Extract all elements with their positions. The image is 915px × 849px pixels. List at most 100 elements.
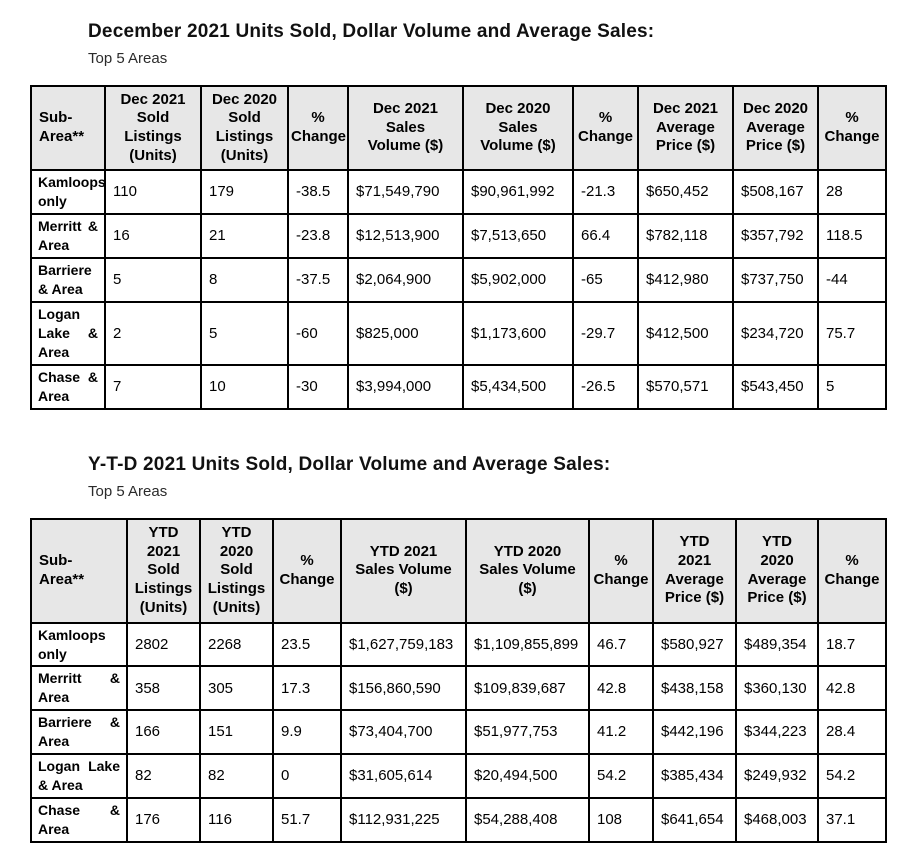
column-header-ytd2020-sold: YTD 2020 Sold Listings (Units) <box>199 517 274 624</box>
table-cell: $641,654 <box>652 796 737 843</box>
table-cell: -44 <box>817 257 887 303</box>
table-cell: 82 <box>126 753 201 799</box>
area-cell: Chase & Area <box>30 796 128 843</box>
table-cell: $489,354 <box>735 621 819 668</box>
table-cell: $1,109,855,899 <box>465 621 590 668</box>
table-cell: -30 <box>287 363 349 410</box>
area-cell: Kamloops only <box>30 169 106 215</box>
table-cell: $357,792 <box>732 213 819 259</box>
column-header-sub-area: Sub- Area** <box>30 85 106 171</box>
table-cell: 108 <box>588 796 654 843</box>
table-cell: 10 <box>200 363 289 410</box>
table-row-barriere: Barriere & Area 5 8 -37.5 $2,064,900 $5,… <box>30 257 887 303</box>
table-cell: 358 <box>126 665 201 712</box>
december-table: Sub- Area** Dec 2021 Sold Listings (Unit… <box>30 85 887 410</box>
column-header-pct-change-volume: % Change <box>588 517 654 624</box>
table-cell: -23.8 <box>287 213 349 259</box>
table-cell: 28.4 <box>817 709 887 756</box>
area-cell: Barriere & Area <box>30 709 128 756</box>
table-row-logan-lake: Logan Lake & Area 82 82 0 $31,605,614 $2… <box>30 753 887 799</box>
table-cell: $5,902,000 <box>462 257 574 303</box>
table-cell: 16 <box>104 213 202 259</box>
table-cell: $73,404,700 <box>340 709 467 756</box>
table-cell: 166 <box>126 709 201 756</box>
table-cell: $5,434,500 <box>462 363 574 410</box>
column-header-dec2021-volume: Dec 2021 Sales Volume ($) <box>347 85 464 171</box>
table-cell: 5 <box>200 301 289 366</box>
table-cell: 176 <box>126 796 201 843</box>
table-cell: 54.2 <box>817 753 887 799</box>
header-row: Sub- Area** YTD 2021 Sold Listings (Unit… <box>30 517 887 624</box>
table-row-kamloops: Kamloops only 2802 2268 23.5 $1,627,759,… <box>30 621 887 668</box>
column-header-pct-change-price: % Change <box>817 517 887 624</box>
table-cell: $54,288,408 <box>465 796 590 843</box>
table-cell: $468,003 <box>735 796 819 843</box>
ytd-table: Sub- Area** YTD 2021 Sold Listings (Unit… <box>30 517 887 843</box>
table-cell: $438,158 <box>652 665 737 712</box>
column-header-dec2020-volume: Dec 2020 Sales Volume ($) <box>462 85 574 171</box>
table-row-barriere: Barriere & Area 166 151 9.9 $73,404,700 … <box>30 709 887 756</box>
area-cell: Chase & Area <box>30 363 106 410</box>
column-header-pct-change-volume: % Change <box>572 85 639 171</box>
column-header-dec2020-sold: Dec 2020 Sold Listings (Units) <box>200 85 289 171</box>
table-cell: $3,994,000 <box>347 363 464 410</box>
table-cell: 118.5 <box>817 213 887 259</box>
column-header-dec2021-avg-price: Dec 2021 Average Price ($) <box>637 85 734 171</box>
table-cell: 17.3 <box>272 665 342 712</box>
column-header-dec2021-sold: Dec 2021 Sold Listings (Units) <box>104 85 202 171</box>
table-row-merritt: Merritt & Area 16 21 -23.8 $12,513,900 $… <box>30 213 887 259</box>
table-cell: 51.7 <box>272 796 342 843</box>
area-cell: Logan Lake & Area <box>30 753 128 799</box>
column-header-ytd2021-avg-price: YTD 2021 Average Price ($) <box>652 517 737 624</box>
table-cell: -21.3 <box>572 169 639 215</box>
table-cell: 116 <box>199 796 274 843</box>
area-cell: Kamloops only <box>30 621 128 668</box>
december-subtitle: Top 5 Areas <box>88 50 168 67</box>
table-cell: $580,927 <box>652 621 737 668</box>
table-cell: 66.4 <box>572 213 639 259</box>
table-cell: -65 <box>572 257 639 303</box>
table-cell: $156,860,590 <box>340 665 467 712</box>
table-cell: $234,720 <box>732 301 819 366</box>
table-cell: 42.8 <box>817 665 887 712</box>
table-cell: $20,494,500 <box>465 753 590 799</box>
table-cell: 151 <box>199 709 274 756</box>
table-cell: 179 <box>200 169 289 215</box>
table-cell: $71,549,790 <box>347 169 464 215</box>
ytd-section: Y-T-D 2021 Units Sold, Dollar Volume and… <box>0 454 915 843</box>
december-title: December 2021 Units Sold, Dollar Volume … <box>88 21 655 42</box>
table-cell: 305 <box>199 665 274 712</box>
table-cell: $1,627,759,183 <box>340 621 467 668</box>
ytd-subtitle: Top 5 Areas <box>88 482 168 500</box>
column-header-ytd2020-volume: YTD 2020 Sales Volume ($) <box>465 517 590 624</box>
table-cell: 21 <box>200 213 289 259</box>
column-header-pct-change-units: % Change <box>287 85 349 171</box>
table-cell: -38.5 <box>287 169 349 215</box>
table-cell: $344,223 <box>735 709 819 756</box>
table-row-chase: Chase & Area 176 116 51.7 $112,931,225 $… <box>30 796 887 843</box>
table-cell: $508,167 <box>732 169 819 215</box>
table-cell: 54.2 <box>588 753 654 799</box>
table-cell: $385,434 <box>652 753 737 799</box>
column-header-ytd2021-volume: YTD 2021 Sales Volume ($) <box>340 517 467 624</box>
table-cell: $249,932 <box>735 753 819 799</box>
table-cell: 82 <box>199 753 274 799</box>
table-cell: $90,961,992 <box>462 169 574 215</box>
header-row: Sub- Area** Dec 2021 Sold Listings (Unit… <box>30 85 887 171</box>
area-cell: Logan Lake & Area <box>30 301 106 366</box>
area-cell: Merritt & Area <box>30 665 128 712</box>
table-cell: $2,064,900 <box>347 257 464 303</box>
table-cell: $782,118 <box>637 213 734 259</box>
table-cell: $51,977,753 <box>465 709 590 756</box>
table-cell: -29.7 <box>572 301 639 366</box>
ytd-title: Y-T-D 2021 Units Sold, Dollar Volume and… <box>88 453 611 475</box>
table-cell: $12,513,900 <box>347 213 464 259</box>
table-cell: 18.7 <box>817 621 887 668</box>
table-row-kamloops: Kamloops only 110 179 -38.5 $71,549,790 … <box>30 169 887 215</box>
december-section: December 2021 Units Sold, Dollar Volume … <box>0 21 915 410</box>
table-cell: $1,173,600 <box>462 301 574 366</box>
table-cell: $825,000 <box>347 301 464 366</box>
table-cell: $360,130 <box>735 665 819 712</box>
table-cell: $7,513,650 <box>462 213 574 259</box>
